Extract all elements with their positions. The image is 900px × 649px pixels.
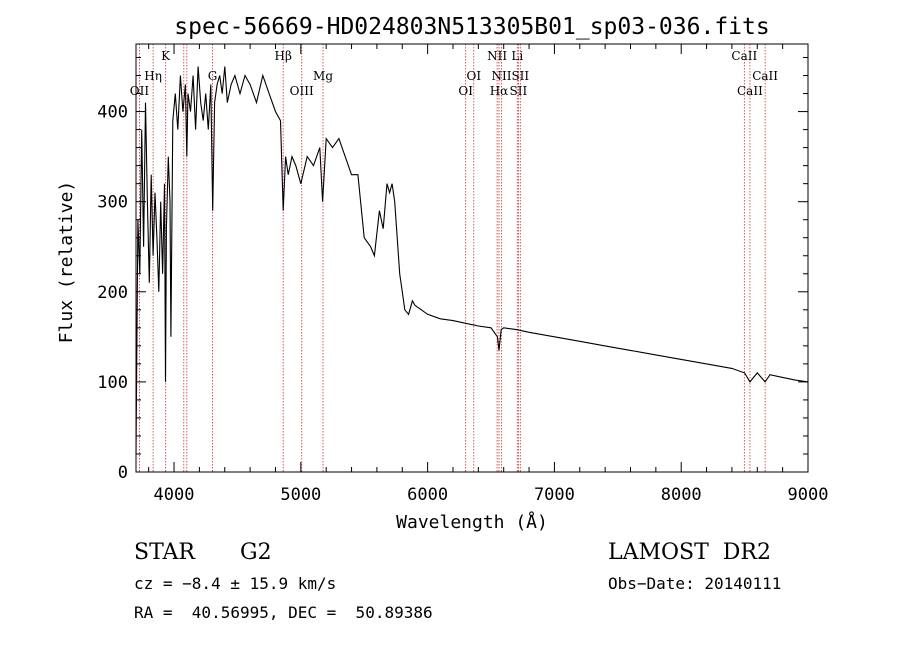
spectral-line-label: SII <box>510 84 528 98</box>
spectrum-series-line <box>135 66 809 455</box>
x-axis-ticks: 4000 5000 6000 7000 8000 9000 <box>148 44 829 505</box>
y-tick-label: 300 <box>97 193 128 213</box>
spectral-line-label: Li <box>511 49 523 63</box>
spectral-line-label: CaII <box>731 49 757 63</box>
spectral-line-label: Mg <box>313 69 333 83</box>
x-tick-label: 5000 <box>280 485 321 505</box>
spectral-line-markers <box>139 44 766 472</box>
spectral-line-label: OII <box>130 84 150 98</box>
observation-date: Obs−Date: 20140111 <box>608 574 782 593</box>
y-tick-label: 100 <box>97 373 128 393</box>
x-tick-label: 7000 <box>534 485 575 505</box>
x-axis-label: Wavelength (Å) <box>396 511 548 533</box>
spectral-line-label: Hβ <box>275 49 292 63</box>
spectral-line-label: Hα <box>490 84 509 98</box>
x-tick-label: 8000 <box>661 485 702 505</box>
x-tick-label: 6000 <box>407 485 448 505</box>
spectral-line-label: G <box>208 69 218 83</box>
y-tick-label: 0 <box>118 463 128 483</box>
spectral-line-label: K <box>161 49 171 63</box>
object-type: STAR <box>134 540 195 565</box>
redshift-velocity: cz = −8.4 ± 15.9 km/s <box>134 574 337 593</box>
spectral-line-labels: OIIHηKGHβOIIIMgOIOINIIHαNIILiSIISIICaIIC… <box>130 49 779 98</box>
y-tick-label: 400 <box>97 103 128 123</box>
y-axis-ticks: 0 100 200 300 400 <box>97 57 808 483</box>
spectral-line-label: OI <box>458 84 473 98</box>
spectral-line-label: Hη <box>144 69 162 83</box>
survey-release: LAMOST DR2 <box>608 540 771 565</box>
y-axis-label: Flux (relative) <box>56 181 77 344</box>
spectral-line-label: CaII <box>737 84 763 98</box>
chart-title: spec-56669-HD024803N513305B01_sp03-036.f… <box>174 14 769 40</box>
spectral-subclass: G2 <box>240 540 272 565</box>
y-tick-label: 200 <box>97 283 128 303</box>
spectral-line-label: NII <box>487 49 507 63</box>
spectral-line-label: OI <box>466 69 481 83</box>
coordinates: RA = 40.56995, DEC = 50.89386 <box>134 603 433 622</box>
spectral-line-label: SII <box>511 69 529 83</box>
x-tick-label: 9000 <box>788 485 829 505</box>
x-tick-label: 4000 <box>154 485 195 505</box>
spectral-line-label: NII <box>492 69 512 83</box>
spectral-line-label: OIII <box>290 84 314 98</box>
spectral-line-label: CaII <box>752 69 778 83</box>
plot-frame <box>135 43 809 473</box>
